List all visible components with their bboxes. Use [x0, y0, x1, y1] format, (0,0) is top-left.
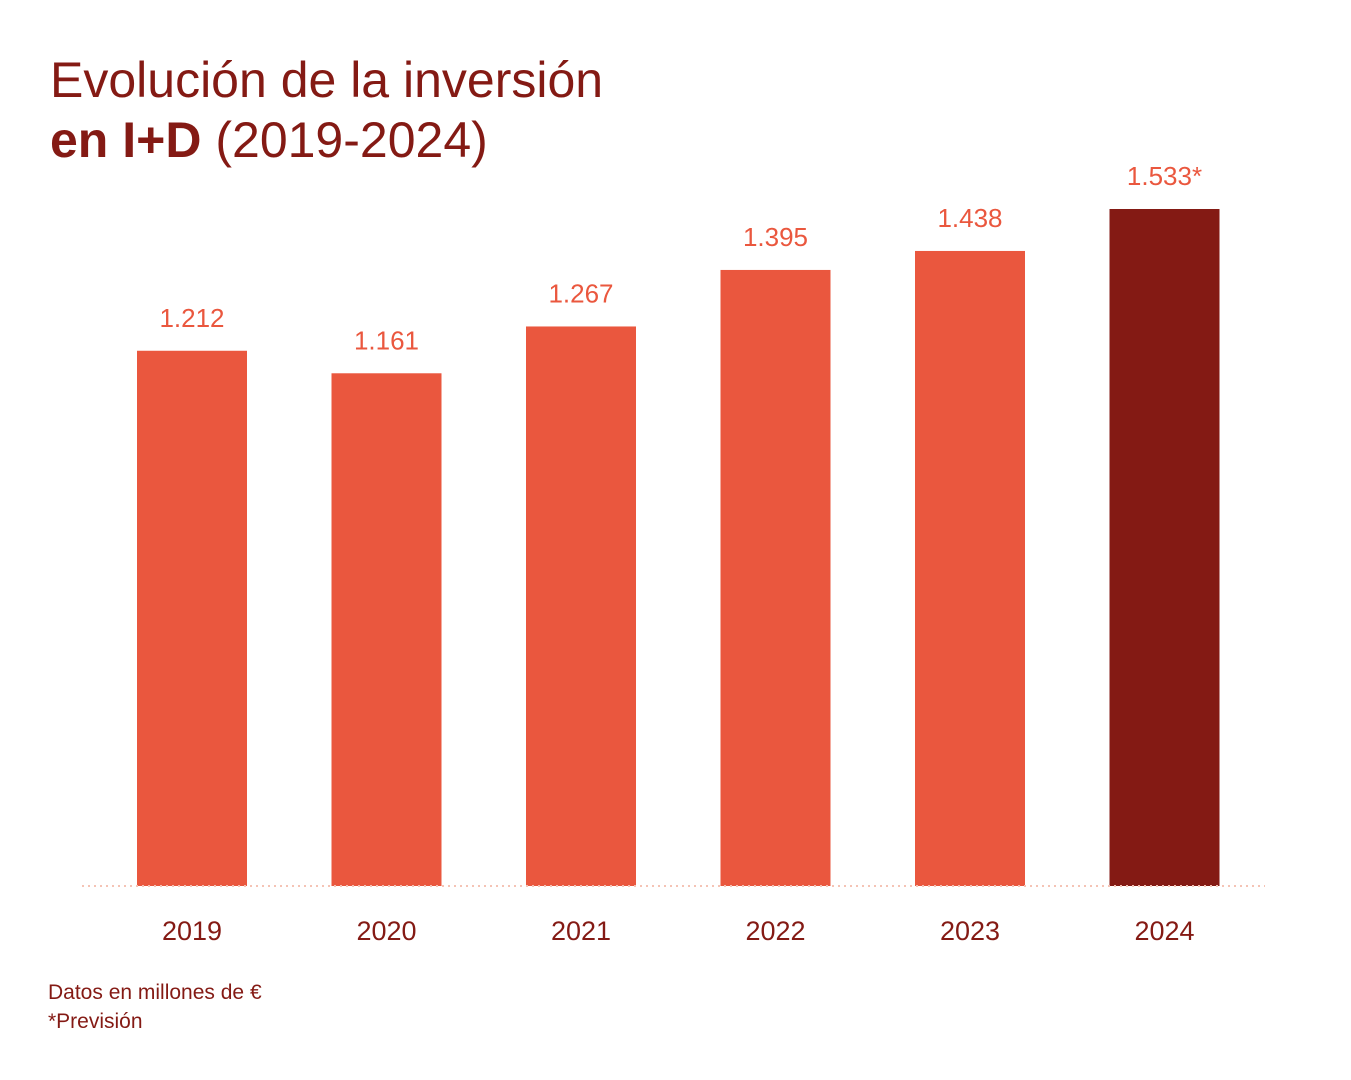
value-labels-group: 1.212 1.161 1.267 1.395 1.438 1.533*	[159, 161, 1202, 355]
title-line-1: Evolución de la inversión	[50, 52, 604, 108]
chart-title: Evolución de la inversión en I+D (2019-2…	[50, 50, 603, 170]
bars-group	[137, 209, 1220, 887]
value-label-2020: 1.161	[354, 325, 419, 355]
bar-chart: 1.212 1.161 1.267 1.395 1.438 1.533* 2019 2020…	[82, 161, 1265, 946]
x-tick-label-2019: 2019	[162, 916, 222, 946]
forecast-note: *Previsión	[48, 1010, 143, 1033]
value-label-2019: 1.212	[159, 303, 224, 333]
bar-2023	[915, 250, 1025, 887]
x-tick-label-2021: 2021	[551, 916, 611, 946]
title-line-2-regular: (2019-2024)	[215, 112, 488, 168]
x-tick-label-2023: 2023	[940, 916, 1000, 946]
value-label-2023: 1.438	[937, 203, 1002, 233]
x-tick-label-2024: 2024	[1134, 916, 1194, 946]
units-note: Datos en millones de €	[48, 981, 262, 1004]
bar-2024	[1109, 209, 1220, 886]
chart-notes: Datos en millones de € *Previsión	[48, 978, 262, 1036]
x-tick-label-2022: 2022	[745, 916, 805, 946]
x-tick-labels-group: 2019 2020 2021 2022 2023 2024	[162, 916, 1195, 946]
bar-2022	[720, 269, 831, 886]
bar-2019	[137, 350, 247, 887]
value-label-2021: 1.267	[548, 278, 613, 308]
value-label-2022: 1.395	[743, 222, 808, 252]
title-line-2-bold: en I+D	[50, 112, 202, 168]
bar-2021	[526, 326, 636, 886]
x-tick-label-2020: 2020	[356, 916, 416, 946]
value-label-2024: 1.533*	[1127, 161, 1202, 191]
bar-2020	[331, 373, 442, 886]
